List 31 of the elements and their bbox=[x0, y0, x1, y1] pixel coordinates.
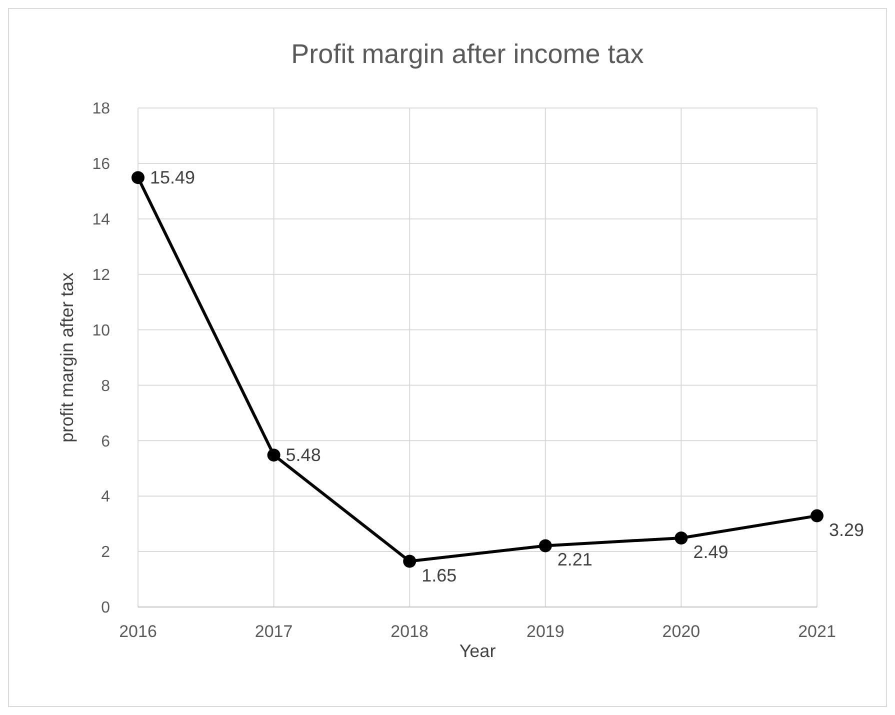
point bbox=[810, 509, 824, 522]
x-tick-label: 2019 bbox=[526, 622, 564, 641]
x-tick-label: 2020 bbox=[662, 622, 700, 641]
data-label: 15.49 bbox=[150, 168, 196, 188]
y-tick-label: 10 bbox=[92, 322, 110, 340]
data-label: 5.48 bbox=[286, 445, 321, 466]
x-tick-label: 2016 bbox=[119, 622, 157, 641]
point bbox=[132, 171, 144, 184]
data-label: 2.49 bbox=[693, 542, 728, 562]
y-tick-label: 14 bbox=[92, 211, 110, 228]
y-tick-label: 6 bbox=[101, 433, 110, 450]
x-tick-label: 2018 bbox=[390, 622, 429, 641]
x-tick-label: 2017 bbox=[254, 622, 293, 641]
y-tick-label: 18 bbox=[92, 100, 110, 118]
point bbox=[267, 448, 280, 462]
x-axis-title: Year bbox=[459, 641, 496, 661]
y-tick-label: 16 bbox=[92, 156, 110, 174]
y-tick-label: 8 bbox=[101, 378, 110, 395]
y-tick-label: 0 bbox=[101, 600, 110, 617]
chart-title: Profit margin after income tax bbox=[291, 39, 644, 69]
data-label: 1.65 bbox=[422, 565, 457, 586]
x-tick-label: 2021 bbox=[798, 622, 836, 641]
point bbox=[538, 539, 552, 552]
y-axis-title: profit margin after tax bbox=[57, 272, 77, 443]
y-tick-label: 2 bbox=[101, 544, 110, 562]
point bbox=[403, 554, 416, 568]
data-label: 2.21 bbox=[557, 550, 592, 570]
point bbox=[674, 531, 688, 544]
y-tick-label: 12 bbox=[92, 266, 110, 284]
y-tick-label: 4 bbox=[101, 488, 110, 506]
data-label: 3.29 bbox=[829, 520, 864, 540]
